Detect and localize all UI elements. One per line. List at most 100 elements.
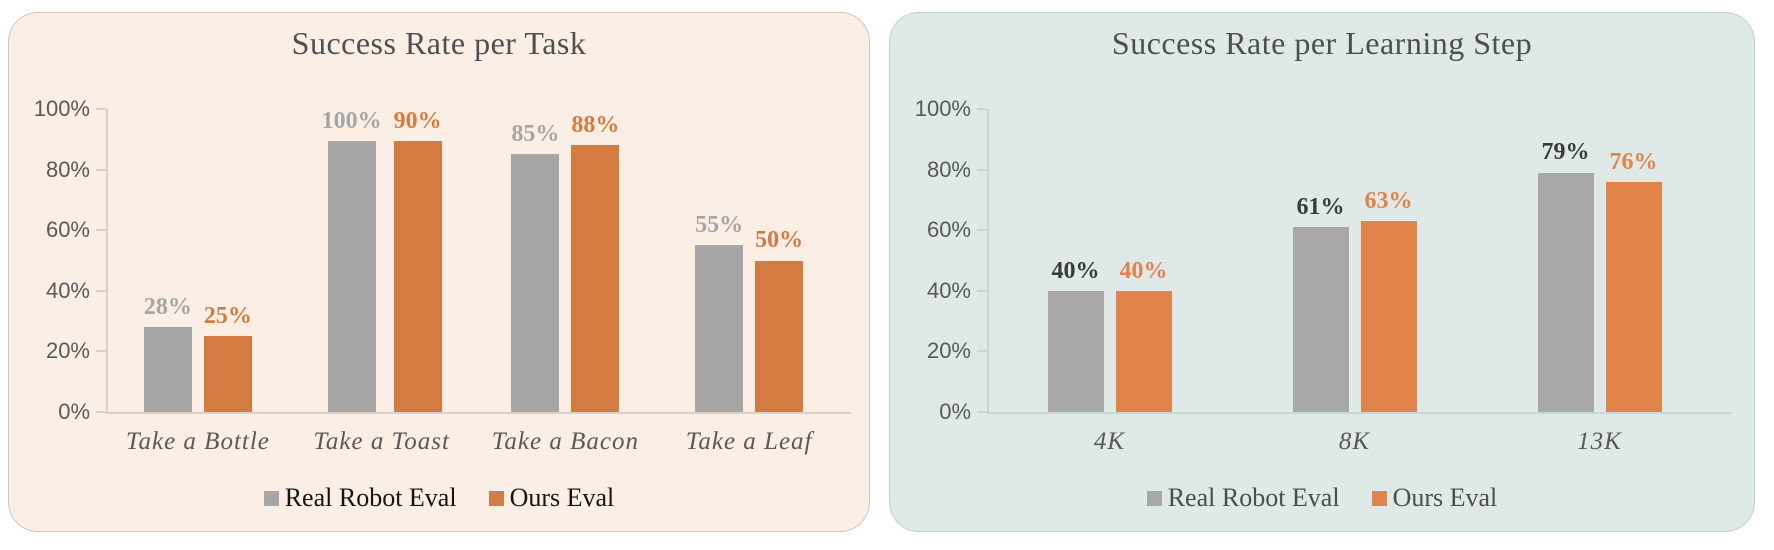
bar-column: 50% — [755, 109, 804, 412]
bar-real-robot-eval — [143, 327, 192, 412]
bar-column: 25% — [203, 109, 252, 412]
bar-ours-eval — [203, 336, 252, 412]
bar-column: 63% — [1360, 109, 1417, 412]
x-category-label: Take a Leaf — [685, 428, 813, 455]
y-axis-tick-mark — [96, 411, 106, 413]
bar-column: 85% — [511, 109, 560, 412]
legend-item-ours-eval: Ours Eval — [1371, 483, 1498, 513]
bar-value-label: 88% — [571, 112, 620, 139]
bar-ours-eval — [393, 141, 442, 412]
y-axis-tick-mark — [96, 229, 106, 232]
chart-title: Success Rate per Task — [291, 25, 587, 61]
bar-ours-eval — [1360, 221, 1417, 412]
x-axis-line — [987, 412, 1732, 414]
legend: Real Robot Eval Ours Eval — [9, 483, 869, 513]
y-axis-tick-label: 20% — [926, 338, 971, 364]
x-category-label: Take a Bacon — [491, 428, 639, 455]
bar-column: 55% — [695, 109, 744, 412]
y-axis-tick-label: 20% — [45, 338, 90, 364]
plot-area: 0% 20% 40% 60% 80% 100% 40% 40% 4K 61% 63% 8K 79% 76%… — [915, 96, 1732, 455]
y-axis-tick-mark — [977, 289, 987, 292]
chart-card-success-rate-per-learning-step: Success Rate per Learning Step 0% 20% 40% 60… — [889, 12, 1755, 532]
bar-group-take-a-toast: 100% 90% — [321, 108, 442, 412]
legend-label: Ours Eval — [1392, 483, 1498, 512]
bar-ours-eval — [755, 260, 804, 412]
bar-real-robot-eval — [511, 154, 560, 412]
bar-column: 61% — [1292, 109, 1349, 412]
bar-value-label: 61% — [1296, 193, 1345, 220]
legend-label: Real Robot Eval — [284, 483, 457, 512]
y-axis-tick-label: 80% — [45, 156, 90, 182]
bar-value-label: 25% — [203, 303, 252, 330]
y-axis-tick-mark — [977, 350, 987, 353]
legend-item-real-robot-eval: Real Robot Eval — [263, 483, 457, 513]
legend-label: Real Robot Eval — [1167, 483, 1340, 512]
bar-column: 90% — [393, 108, 442, 412]
bar-real-robot-eval — [1047, 290, 1104, 412]
y-axis-tick-label: 60% — [926, 217, 971, 243]
bar-real-robot-eval — [327, 141, 376, 412]
legend-swatch-icon — [1371, 490, 1387, 506]
x-category-label: Take a Bottle — [125, 428, 270, 455]
y-axis-line — [987, 109, 989, 412]
y-axis-line — [106, 109, 108, 412]
bar-group-take-a-bacon: 85% 88% — [511, 109, 620, 412]
x-category-label: 13K — [1577, 428, 1622, 455]
y-axis-tick-mark — [977, 229, 987, 232]
bar-ours-eval — [1115, 290, 1172, 412]
y-axis-tick-label: 80% — [926, 156, 971, 182]
bar-value-label: 55% — [695, 212, 744, 239]
chart-card-success-rate-per-task: Success Rate per Task 0% 20% 40% 60% 80% 100% 2… — [8, 12, 870, 532]
bar-value-label: 76% — [1609, 148, 1658, 175]
legend-item-real-robot-eval: Real Robot Eval — [1146, 483, 1340, 513]
bar-value-label: 90% — [393, 108, 442, 134]
y-axis-tick-label: 40% — [45, 277, 90, 303]
bar-value-label: 40% — [1119, 257, 1168, 284]
y-axis-tick-mark — [96, 168, 106, 171]
x-category-label: 8K — [1338, 428, 1371, 455]
y-axis-tick-mark — [977, 108, 987, 110]
x-axis-line — [106, 412, 851, 414]
y-axis-tick-label: 0% — [939, 399, 971, 424]
bar-real-robot-eval — [1537, 172, 1594, 412]
legend: Real Robot Eval Ours Eval — [890, 483, 1754, 513]
bar-value-label: 50% — [755, 227, 804, 254]
bar-real-robot-eval — [1292, 227, 1349, 412]
bar-group-4k: 40% 40% — [1047, 109, 1172, 412]
y-axis-tick-mark — [96, 350, 106, 353]
y-axis-tick-mark — [96, 108, 106, 110]
bar-column: 88% — [571, 109, 620, 412]
bar-column: 28% — [143, 109, 192, 412]
bar-value-label: 63% — [1364, 187, 1413, 214]
figure-canvas: Success Rate per Task 0% 20% 40% 60% 80% 100% 2… — [8, 12, 1755, 532]
y-axis-tick-mark — [96, 289, 106, 292]
plot-area: 0% 20% 40% 60% 80% 100% 28% 25% Take a Bottle 100… — [34, 96, 851, 455]
chart-title: Success Rate per Learning Step — [1111, 25, 1533, 61]
bar-value-label: 40% — [1051, 257, 1100, 284]
y-axis-tick-label: 40% — [926, 277, 971, 303]
y-axis-tick-mark — [977, 411, 987, 413]
x-category-label: 4K — [1093, 428, 1126, 455]
bar-group-take-a-bottle: 28% 25% — [143, 109, 252, 412]
y-axis-tick-label: 100% — [33, 96, 90, 121]
bar-value-label: 85% — [511, 121, 560, 148]
bar-column: 40% — [1047, 109, 1104, 412]
bar-ours-eval — [1605, 181, 1662, 412]
y-axis-tick-mark — [977, 168, 987, 171]
legend-item-ours-eval: Ours Eval — [488, 483, 614, 513]
y-axis-tick-label: 100% — [914, 96, 971, 121]
x-category-label: Take a Toast — [313, 428, 450, 455]
y-axis-tick-label: 0% — [58, 399, 90, 424]
bar-group-take-a-leaf: 55% 50% — [695, 109, 804, 412]
bar-ours-eval — [571, 145, 620, 412]
legend-swatch-icon — [1146, 490, 1162, 506]
legend-swatch-icon — [488, 490, 504, 506]
bar-group-13k: 79% 76% — [1537, 109, 1662, 412]
bar-column: 76% — [1605, 109, 1662, 412]
bar-value-label: 100% — [321, 108, 382, 134]
bar-column: 100% — [321, 108, 382, 412]
bar-value-label: 79% — [1541, 139, 1590, 166]
legend-swatch-icon — [263, 490, 279, 506]
bar-column: 79% — [1537, 109, 1594, 412]
bar-real-robot-eval — [695, 245, 744, 412]
